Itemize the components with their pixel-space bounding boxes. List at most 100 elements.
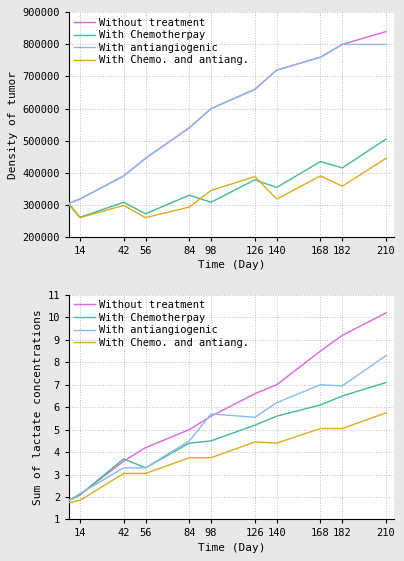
With Chemotherpay — [383, 136, 388, 142]
With Chemotherpay — [318, 158, 323, 165]
Without treatment — [78, 196, 82, 203]
With Chemo. and antiang. — [252, 439, 257, 445]
With Chemo. and antiang. — [78, 497, 82, 504]
With Chemotherpay — [209, 438, 214, 444]
With antiangiogenic — [121, 465, 126, 471]
With Chemotherpay — [274, 184, 279, 191]
Line: With Chemotherpay: With Chemotherpay — [69, 383, 386, 500]
Without treatment — [121, 173, 126, 180]
With antiangiogenic — [340, 41, 345, 48]
With Chemo. and antiang. — [274, 196, 279, 203]
Without treatment — [143, 155, 148, 162]
With Chemotherpay — [121, 456, 126, 462]
Without treatment — [67, 200, 72, 206]
With antiangiogenic — [143, 465, 148, 471]
With Chemo. and antiang. — [209, 454, 214, 461]
With Chemo. and antiang. — [187, 204, 191, 210]
With Chemotherpay — [67, 497, 72, 504]
With Chemotherpay — [318, 402, 323, 408]
With Chemo. and antiang. — [67, 499, 72, 506]
With antiangiogenic — [340, 383, 345, 389]
Without treatment — [187, 426, 191, 433]
With Chemotherpay — [383, 379, 388, 386]
Y-axis label: Sum of lactate concentrations: Sum of lactate concentrations — [34, 309, 43, 505]
Line: With antiangiogenic: With antiangiogenic — [69, 44, 386, 203]
With Chemo. and antiang. — [383, 155, 388, 162]
With antiangiogenic — [78, 196, 82, 203]
With Chemo. and antiang. — [318, 425, 323, 432]
With Chemo. and antiang. — [78, 214, 82, 221]
With Chemo. and antiang. — [318, 173, 323, 180]
With Chemotherpay — [274, 413, 279, 420]
Without treatment — [78, 491, 82, 498]
With Chemo. and antiang. — [67, 201, 72, 208]
Without treatment — [252, 86, 257, 93]
Without treatment — [252, 390, 257, 397]
With Chemo. and antiang. — [143, 214, 148, 221]
With Chemo. and antiang. — [187, 454, 191, 461]
With antiangiogenic — [252, 86, 257, 93]
With Chemotherpay — [121, 199, 126, 206]
Without treatment — [318, 54, 323, 61]
Without treatment — [187, 125, 191, 131]
Without treatment — [143, 444, 148, 451]
With antiangiogenic — [121, 173, 126, 180]
With antiangiogenic — [252, 414, 257, 421]
With Chemo. and antiang. — [121, 202, 126, 209]
Without treatment — [209, 413, 214, 420]
Without treatment — [340, 41, 345, 48]
With Chemotherpay — [78, 214, 82, 220]
With Chemo. and antiang. — [143, 470, 148, 477]
With antiangiogenic — [274, 399, 279, 406]
With antiangiogenic — [187, 438, 191, 444]
With Chemo. and antiang. — [252, 173, 257, 180]
Legend: Without treatment, With Chemotherpay, With antiangiogenic, With Chemo. and antia: Without treatment, With Chemotherpay, Wi… — [72, 298, 251, 350]
With antiangiogenic — [318, 54, 323, 61]
With antiangiogenic — [383, 352, 388, 359]
Line: With Chemotherpay: With Chemotherpay — [69, 139, 386, 217]
With antiangiogenic — [187, 125, 191, 131]
X-axis label: Time (Day): Time (Day) — [198, 260, 265, 270]
With antiangiogenic — [274, 67, 279, 73]
With antiangiogenic — [383, 41, 388, 48]
Without treatment — [383, 310, 388, 316]
Without treatment — [340, 332, 345, 339]
With Chemo. and antiang. — [340, 425, 345, 432]
Without treatment — [274, 381, 279, 388]
Line: With Chemo. and antiang.: With Chemo. and antiang. — [69, 413, 386, 503]
With Chemotherpay — [340, 164, 345, 171]
With antiangiogenic — [209, 411, 214, 417]
With Chemotherpay — [252, 422, 257, 429]
With Chemotherpay — [187, 440, 191, 447]
Without treatment — [67, 497, 72, 504]
With Chemo. and antiang. — [340, 183, 345, 190]
X-axis label: Time (Day): Time (Day) — [198, 542, 265, 553]
Line: With antiangiogenic: With antiangiogenic — [69, 356, 386, 500]
With Chemotherpay — [78, 491, 82, 498]
Legend: Without treatment, With Chemotherpay, With antiangiogenic, With Chemo. and antia: Without treatment, With Chemotherpay, Wi… — [72, 16, 251, 67]
With Chemotherpay — [143, 465, 148, 471]
Without treatment — [383, 28, 388, 35]
With Chemo. and antiang. — [121, 470, 126, 477]
With antiangiogenic — [67, 200, 72, 206]
Line: Without treatment: Without treatment — [69, 31, 386, 203]
With antiangiogenic — [67, 497, 72, 504]
Without treatment — [318, 348, 323, 355]
With Chemotherpay — [143, 210, 148, 217]
With antiangiogenic — [143, 155, 148, 162]
With antiangiogenic — [78, 490, 82, 497]
Without treatment — [121, 458, 126, 465]
With Chemotherpay — [187, 192, 191, 199]
Y-axis label: Density of tumor: Density of tumor — [8, 71, 18, 178]
With Chemotherpay — [209, 199, 214, 206]
With Chemotherpay — [340, 393, 345, 399]
With Chemotherpay — [67, 200, 72, 207]
With antiangiogenic — [318, 381, 323, 388]
Line: Without treatment: Without treatment — [69, 313, 386, 500]
Line: With Chemo. and antiang.: With Chemo. and antiang. — [69, 158, 386, 218]
With Chemotherpay — [252, 176, 257, 183]
With Chemo. and antiang. — [209, 187, 214, 194]
With Chemo. and antiang. — [274, 440, 279, 447]
Without treatment — [209, 105, 214, 112]
Without treatment — [274, 67, 279, 73]
